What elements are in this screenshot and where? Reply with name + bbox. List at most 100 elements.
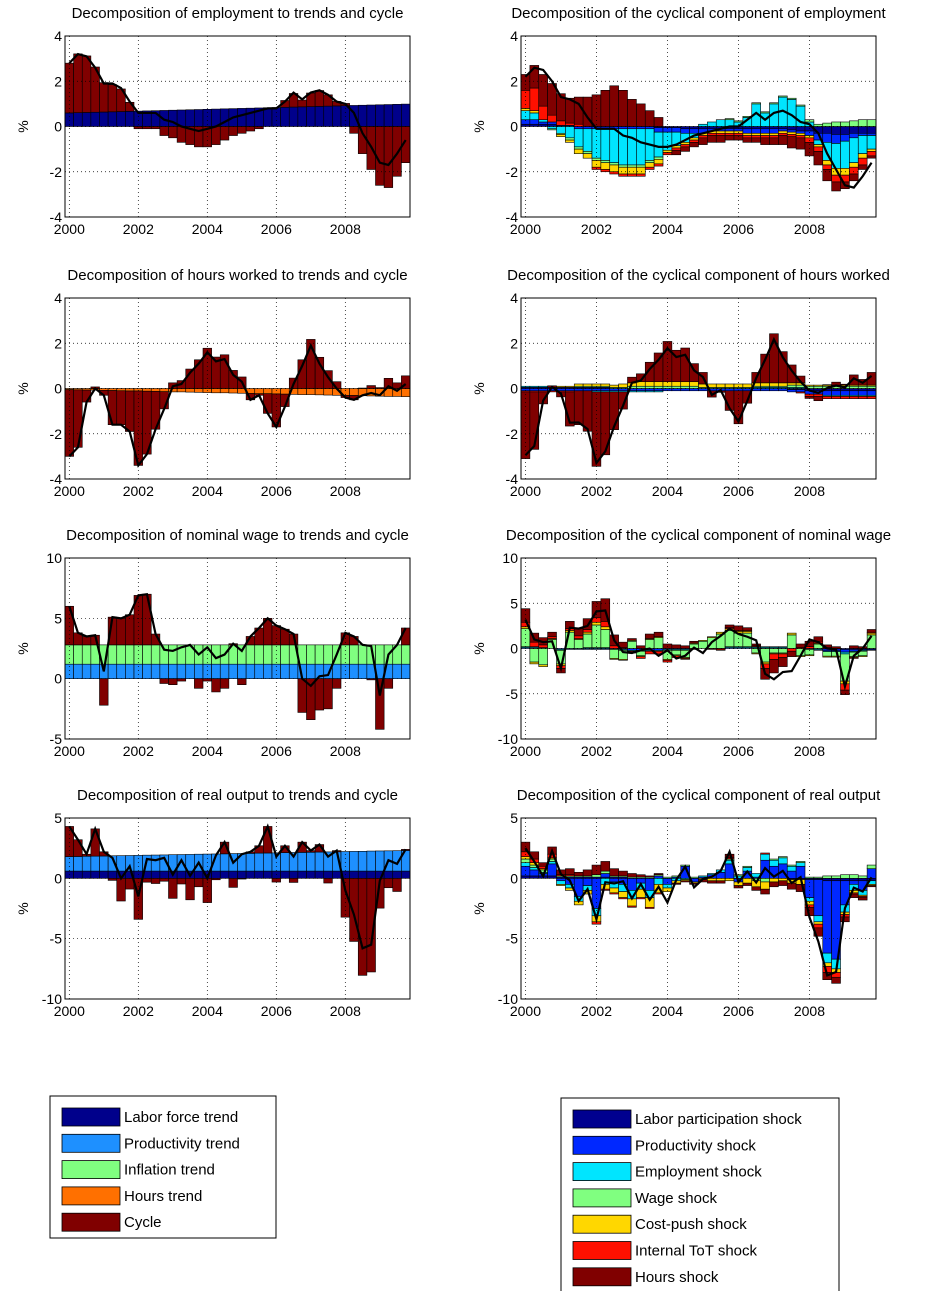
bar-segment bbox=[238, 871, 247, 878]
bar-segment bbox=[521, 863, 530, 867]
bar-segment bbox=[610, 658, 619, 659]
bar-segment bbox=[770, 129, 779, 134]
bar-segment bbox=[636, 657, 645, 659]
bar-segment bbox=[358, 878, 367, 975]
bar-segment bbox=[332, 106, 341, 127]
bar-segment bbox=[699, 138, 708, 145]
bar-segment bbox=[832, 389, 841, 391]
bar-segment bbox=[117, 391, 126, 425]
y-tick-label: 2 bbox=[510, 73, 518, 89]
bar-segment bbox=[169, 664, 178, 678]
x-tick-label: 2006 bbox=[723, 221, 754, 237]
legend-swatch bbox=[573, 1215, 631, 1233]
bar-segment bbox=[177, 679, 186, 681]
bar-segment bbox=[601, 163, 610, 170]
bar-segment bbox=[82, 636, 91, 644]
bar-segment bbox=[672, 148, 681, 150]
bar-segment bbox=[832, 127, 841, 135]
bar-segment bbox=[778, 858, 787, 864]
bar-segment bbox=[212, 127, 221, 145]
bar-segment bbox=[849, 878, 858, 880]
bar-segment bbox=[787, 865, 796, 866]
bar-segment bbox=[849, 396, 858, 398]
chart-title: Decomposition of employment to trends an… bbox=[72, 5, 404, 22]
bar-segment bbox=[681, 881, 690, 882]
x-tick-label: 2008 bbox=[794, 743, 825, 759]
bar-segment bbox=[814, 151, 823, 165]
bar-segment bbox=[787, 390, 796, 392]
bar-segment bbox=[823, 127, 832, 134]
bar-segment bbox=[867, 865, 876, 869]
bar-segment bbox=[858, 396, 867, 398]
bar-segment bbox=[521, 392, 530, 459]
bar-segment bbox=[654, 632, 663, 637]
bar-segment bbox=[255, 664, 264, 678]
bar-segment bbox=[841, 134, 850, 141]
bar-segment bbox=[177, 127, 186, 143]
bar-segment bbox=[681, 147, 690, 152]
bar-segment bbox=[324, 871, 333, 878]
bar-segment bbox=[315, 106, 324, 126]
bar-segment bbox=[263, 871, 272, 878]
bar-segment bbox=[699, 640, 708, 641]
bar-segment bbox=[699, 124, 708, 126]
bar-segment bbox=[530, 120, 539, 125]
bar-segment bbox=[125, 111, 134, 126]
bar-segment bbox=[82, 112, 91, 126]
bar-segment bbox=[770, 649, 779, 654]
bar-segment bbox=[601, 889, 610, 890]
bar-segment bbox=[699, 641, 708, 648]
bar-segment bbox=[849, 127, 858, 134]
bar-segment bbox=[690, 382, 699, 387]
bar-segment bbox=[583, 154, 592, 159]
bar-segment bbox=[690, 142, 699, 147]
bar-segment bbox=[628, 878, 637, 890]
bar-segment bbox=[246, 853, 255, 871]
bar-segment bbox=[849, 391, 858, 396]
bar-segment bbox=[841, 391, 850, 396]
y-tick-label: 5 bbox=[510, 810, 518, 826]
bar-segment bbox=[74, 664, 83, 678]
bar-segment bbox=[787, 633, 796, 635]
bar-segment bbox=[169, 127, 178, 138]
bar-segment bbox=[203, 109, 212, 126]
bar-segment bbox=[384, 105, 393, 127]
bar-segment bbox=[716, 120, 725, 127]
bar-segment bbox=[220, 127, 229, 141]
bar-segment bbox=[289, 871, 298, 878]
bar-segment bbox=[367, 851, 376, 871]
x-tick-label: 2006 bbox=[723, 743, 754, 759]
y-tick-label: 10 bbox=[502, 550, 518, 566]
bar-segment bbox=[867, 136, 876, 150]
bar-segment bbox=[212, 679, 221, 692]
x-tick-label: 2006 bbox=[261, 221, 292, 237]
bar-segment bbox=[849, 167, 858, 174]
bar-segment bbox=[574, 391, 583, 425]
bar-segment bbox=[530, 662, 539, 664]
bar-segment bbox=[521, 629, 530, 647]
bar-segment bbox=[832, 977, 841, 983]
bar-segment bbox=[628, 167, 637, 174]
bar-segment bbox=[841, 875, 850, 879]
bar-segment bbox=[289, 878, 298, 882]
legend-swatch bbox=[573, 1110, 631, 1128]
bar-segment bbox=[583, 127, 592, 129]
bar-segment bbox=[628, 174, 637, 176]
bar-segment bbox=[814, 649, 823, 650]
x-tick-label: 2000 bbox=[510, 743, 541, 759]
bar-segment bbox=[823, 656, 832, 657]
bar-segment bbox=[796, 392, 805, 393]
bar-segment bbox=[574, 149, 583, 154]
bar-segment bbox=[592, 384, 601, 386]
bar-segment bbox=[350, 645, 359, 664]
bar-segment bbox=[796, 131, 805, 133]
bar-segment bbox=[654, 164, 663, 166]
bar-segment bbox=[725, 129, 734, 131]
bar-segment bbox=[298, 679, 307, 713]
bar-segment bbox=[752, 133, 761, 135]
bar-segment bbox=[367, 871, 376, 878]
bar-segment bbox=[645, 382, 654, 387]
bar-segment bbox=[770, 647, 779, 648]
bar-segment bbox=[255, 389, 264, 394]
